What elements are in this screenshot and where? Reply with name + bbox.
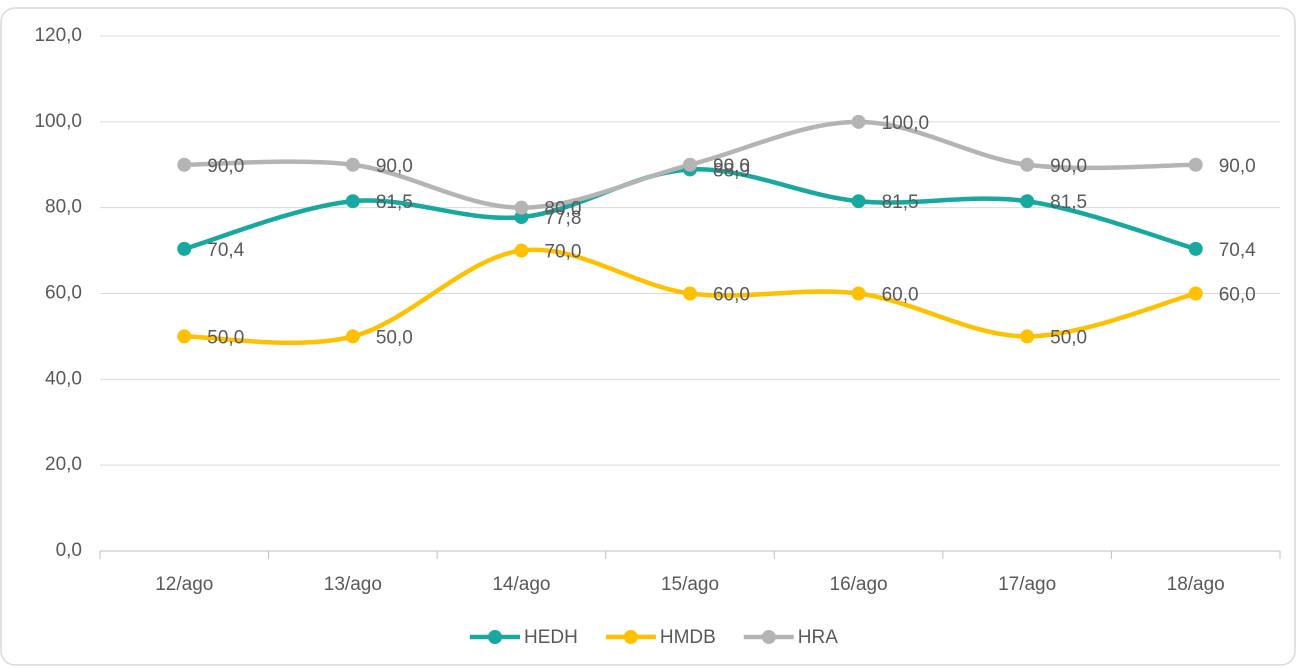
data-label: 60,0 [882,285,919,306]
y-tick-label: 80,0 [45,197,82,218]
data-label: 50,0 [376,327,413,348]
data-label: 90,0 [713,156,750,177]
data-label: 77,8 [544,208,581,229]
y-tick-label: 60,0 [45,283,82,304]
point-marker [851,286,866,301]
x-tick-label: 12/ago [155,574,213,595]
x-tick-label: 13/ago [324,574,382,595]
legend-marker [761,630,776,644]
data-label: 90,0 [1219,156,1256,177]
data-label: 90,0 [207,156,244,177]
point-marker [1020,194,1035,209]
legend-label: HRA [798,627,838,648]
y-tick-label: 120,0 [34,25,82,46]
data-label: 70,0 [544,242,581,263]
data-label: 80,0 [544,199,581,220]
x-tick-label: 16/ago [830,574,888,595]
data-label: 81,5 [376,192,413,213]
point-marker [177,329,192,344]
data-label: 90,0 [1050,156,1087,177]
data-label: 81,5 [1050,192,1087,213]
point-marker [1188,241,1203,256]
y-tick-label: 40,0 [45,368,82,389]
point-marker [1020,329,1035,344]
point-marker [683,286,697,301]
point-marker [851,194,866,209]
legend-label: HMDB [660,627,716,648]
y-tick-label: 0,0 [56,540,82,561]
data-label: 70,4 [1219,240,1256,261]
point-marker [514,200,529,215]
point-marker [1188,157,1203,172]
point-marker [851,114,866,129]
point-marker [1020,157,1035,172]
data-label: 60,0 [713,285,750,306]
x-tick-label: 17/ago [998,574,1056,595]
x-tick-label: 14/ago [492,574,550,595]
y-tick-label: 100,0 [34,111,82,132]
legend-marker [623,630,638,644]
point-marker [345,157,360,172]
point-marker [177,241,192,256]
data-label: 90,0 [376,156,413,177]
x-tick-label: 18/ago [1167,574,1225,595]
legend-label: HEDH [524,627,578,648]
point-marker [177,157,192,172]
data-label: 50,0 [1050,327,1087,348]
y-tick-label: 20,0 [45,454,82,475]
legend-marker [488,630,502,644]
data-label: 50,0 [207,327,244,348]
chart-border [0,7,1296,666]
data-label: 60,0 [1219,285,1256,306]
data-label: 70,4 [207,240,244,261]
point-marker [683,157,697,172]
point-marker [1188,286,1203,301]
data-label: 100,0 [882,113,930,134]
point-marker [345,329,360,344]
data-label: 88,9 [713,160,750,181]
point-marker [514,243,529,258]
x-tick-label: 15/ago [661,574,719,595]
data-label: 81,5 [882,192,919,213]
point-marker [345,194,360,209]
